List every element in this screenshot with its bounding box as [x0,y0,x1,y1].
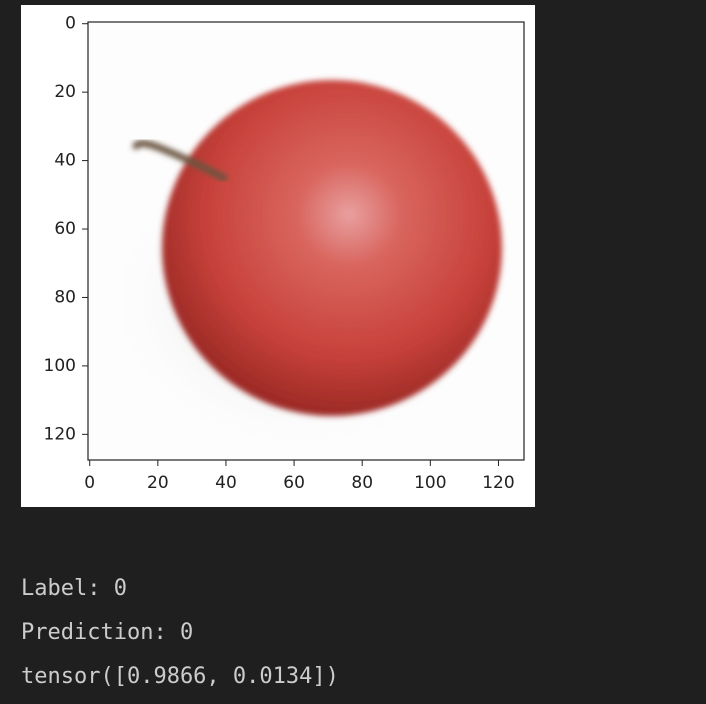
x-tick-label: 60 [283,473,305,493]
x-tick-label: 80 [351,473,373,493]
y-tick-label: 60 [54,219,76,239]
y-tick-label: 40 [54,151,76,171]
image [88,22,524,460]
apple [162,80,502,416]
y-tick-label: 120 [44,424,76,444]
y-tick-label: 0 [65,14,76,34]
x-tick-label: 20 [147,473,169,493]
x-tick-label: 0 [84,473,95,493]
x-tick-label: 120 [482,473,514,493]
output-line: tensor([0.9866, 0.0134]) [21,664,339,689]
y-tick-label: 20 [54,82,76,102]
axes-frame [87,21,525,461]
output-line: Prediction: 0 [21,620,194,645]
figure: 0 20 40 60 80 100 120 0 20 40 60 80 100 120 [21,5,535,507]
y-tick-label: 100 [44,356,76,376]
output-line: Label: 0 [21,576,127,601]
x-tick-label: 40 [215,473,237,493]
stem [132,139,228,182]
y-tick-label: 80 [54,287,76,307]
x-tick-label: 100 [414,473,446,493]
